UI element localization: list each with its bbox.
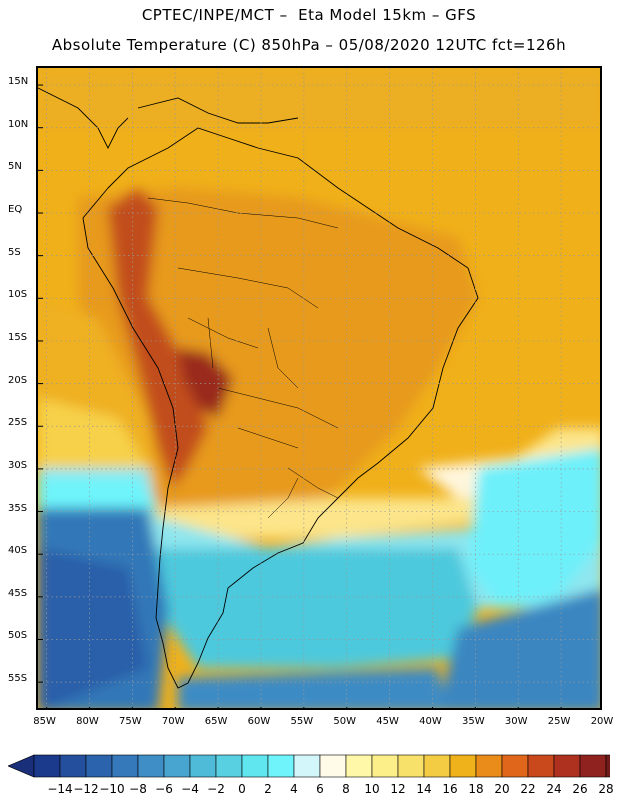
band-cyan-ocean <box>468 448 600 608</box>
lat-label: 55S <box>8 673 28 685</box>
lat-label: 10S <box>8 289 28 301</box>
colorbar-swatch <box>59 754 87 778</box>
band-blue-deep <box>38 548 148 708</box>
colorbar-label: −12 <box>73 782 99 796</box>
colorbar-swatch <box>553 754 581 778</box>
colorbar-swatch <box>397 754 425 778</box>
lon-label: 75W <box>119 716 142 727</box>
map-panel <box>36 66 602 710</box>
colorbar-label: 22 <box>520 782 536 796</box>
colorbar-label: −10 <box>99 782 125 796</box>
colorbar-label: 4 <box>290 782 298 796</box>
lon-label: 35W <box>462 716 485 727</box>
colorbar-swatch <box>85 754 113 778</box>
lon-label: 50W <box>333 716 357 727</box>
colorbar-swatch <box>475 754 503 778</box>
band-pacific-pale <box>38 398 148 468</box>
band-blue-southeast <box>438 589 600 708</box>
coastline-south-america <box>82 127 479 689</box>
lon-label: 80W <box>76 716 99 727</box>
lat-label: 5N <box>8 161 22 173</box>
lat-label: 40S <box>8 545 28 557</box>
band-cyan-bright <box>38 478 158 508</box>
lon-label: 25W <box>547 716 571 727</box>
colorbar <box>8 754 610 778</box>
colorbar-swatch <box>579 754 607 778</box>
colorbar-label: −2 <box>207 782 225 796</box>
band-cyan-south <box>158 548 478 668</box>
lat-label: 5S <box>8 246 21 258</box>
lon-label: 55W <box>290 716 314 727</box>
lon-label: 70W <box>161 716 185 727</box>
colorbar-swatch <box>137 754 165 778</box>
colorbar-label: 18 <box>468 782 484 796</box>
coastline-central-america <box>38 87 129 150</box>
lat-label: EQ <box>8 204 23 215</box>
colorbar-label: 6 <box>316 782 324 796</box>
lon-label: 85W <box>33 716 56 727</box>
lat-label: 35S <box>8 502 28 514</box>
lat-label: 25S <box>8 417 28 429</box>
band-andes-peak <box>178 348 233 418</box>
lat-label: 45S <box>8 587 28 599</box>
band-andes-hot <box>108 188 208 488</box>
colorbar-swatch <box>241 754 269 778</box>
colorbar-label: −8 <box>129 782 147 796</box>
colorbar-label: 28 <box>598 782 614 796</box>
colorbar-label: 8 <box>342 782 350 796</box>
lon-label: 40W <box>419 716 442 727</box>
colorbar-label: 26 <box>572 782 588 796</box>
colorbar-label: 10 <box>364 782 380 796</box>
colorbar-label: 2 <box>264 782 272 796</box>
colorbar-swatch <box>449 754 477 778</box>
lon-label: 30W <box>504 716 528 727</box>
colorbar-swatch <box>267 754 295 778</box>
lat-label: 30S <box>8 459 28 471</box>
colorbar-swatch <box>527 754 555 778</box>
colorbar-label: 14 <box>416 782 432 796</box>
colorbar-label: −14 <box>47 782 73 796</box>
colorbar-label: 20 <box>494 782 510 796</box>
colorbar-swatch <box>111 754 139 778</box>
lat-label: 15N <box>8 76 29 88</box>
lon-label: 20W <box>590 716 614 727</box>
colorbar-swatch <box>501 754 529 778</box>
colorbar-swatch <box>423 754 451 778</box>
band-warm-north <box>38 68 600 128</box>
coastline-caribbean <box>137 97 299 124</box>
lon-label: 45W <box>376 716 399 727</box>
map-ticks <box>38 84 562 708</box>
lat-label: 15S <box>8 331 28 343</box>
title-model: CPTEC/INPE/MCT – Eta Model 15km – GFS <box>141 6 477 24</box>
lon-label: 60W <box>247 716 271 727</box>
lat-label: 50S <box>8 630 28 642</box>
lat-label: 20S <box>8 374 28 386</box>
colorbar-label: 16 <box>442 782 458 796</box>
colorbar-swatch <box>319 754 347 778</box>
colorbar-swatch <box>293 754 321 778</box>
colorbar-swatch <box>605 754 610 778</box>
borders-countries <box>147 197 339 519</box>
lon-label: 65W <box>204 716 228 727</box>
colorbar-label: 24 <box>546 782 562 796</box>
colorbar-swatch <box>33 754 61 778</box>
lat-label: 10N <box>8 118 29 130</box>
colorbar-swatch <box>371 754 399 778</box>
colorbar-swatch <box>345 754 373 778</box>
graticule <box>38 68 600 708</box>
colorbar-under-arrow <box>8 754 35 778</box>
colorbar-swatch <box>163 754 191 778</box>
colorbar-label: 12 <box>390 782 406 796</box>
band-blue-south <box>178 668 448 708</box>
colorbar-swatch <box>189 754 217 778</box>
colorbar-label: −6 <box>155 782 173 796</box>
title-field: Absolute Temperature (C) 850hPa – 05/08/… <box>51 36 567 54</box>
colorbar-label: −4 <box>181 782 199 796</box>
colorbar-label: 0 <box>238 782 246 796</box>
colorbar-swatch <box>215 754 243 778</box>
temperature-map <box>38 68 600 708</box>
